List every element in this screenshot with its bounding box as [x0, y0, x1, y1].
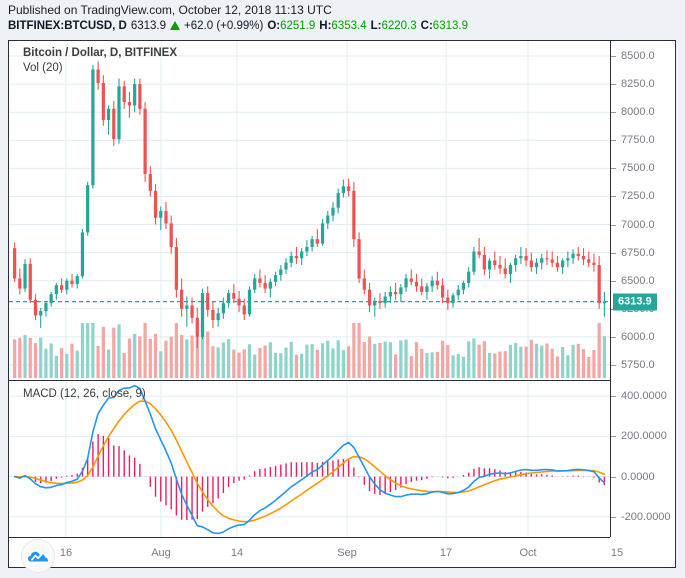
symbol-quote-line: BITFINEX:BTCUSD, D 6313.9 +62.0 (+0.99%) O:…	[8, 20, 468, 32]
price-tick-label: 5750.0	[621, 358, 655, 371]
price-tick-label: 6500.0	[621, 274, 655, 287]
macd-tick-label: 0.0000	[621, 470, 655, 483]
time-tick-label: Oct	[519, 547, 537, 559]
price-tick-label: 7500.0	[621, 162, 655, 175]
macd-tick-label: 200.0000	[621, 430, 667, 443]
price-tick	[611, 140, 616, 142]
price-tick	[611, 112, 616, 114]
price-tick	[611, 224, 616, 226]
price-tick	[611, 364, 616, 366]
close-value: 6313.9	[432, 20, 468, 32]
macd-tick	[611, 516, 616, 518]
price-tick	[611, 336, 616, 338]
last-price: 6313.9	[130, 20, 167, 32]
high-label: H:	[319, 20, 332, 32]
price-tick-label: 8500.0	[621, 50, 655, 63]
price-tick-label: 7000.0	[621, 218, 655, 231]
price-tick-label: 8250.0	[621, 78, 655, 91]
price-tick	[611, 196, 616, 198]
price-tick-label: 7250.0	[621, 190, 655, 203]
time-tick-label: Sep	[337, 547, 357, 559]
macd-bottom-border	[9, 537, 610, 538]
price-tick	[611, 252, 616, 254]
price-tick	[611, 168, 616, 170]
macd-scale[interactable]: 400.0000 200.0000 0.0000 -200.0000	[611, 382, 676, 537]
time-tick-label: Aug	[151, 547, 171, 559]
price-tick	[611, 84, 616, 86]
price-scale[interactable]: 8500.0 8250.0 8000.0 7750.0 7500.0 7250.0 7000…	[611, 41, 676, 380]
open-value: 6251.9	[280, 20, 316, 32]
macd-tick-label: 400.0000	[621, 390, 667, 403]
price-tick-label: 6750.0	[621, 246, 655, 259]
time-tick-label: 16	[59, 547, 73, 559]
symbol-label[interactable]: BITFINEX:BTCUSD, D	[8, 20, 127, 32]
tradingview-logo-icon	[21, 539, 55, 573]
open-label: O:	[267, 20, 281, 32]
time-scale[interactable]: 16 Aug 14 Sep 17 Oct 15	[9, 538, 623, 568]
macd-tick	[611, 436, 616, 438]
price-tick-label: 7750.0	[621, 134, 655, 147]
current-price-badge: 6313.9	[613, 293, 657, 311]
time-tick-label: 17	[439, 547, 453, 559]
price-tick-label: 8000.0	[621, 106, 655, 119]
arrow-up-icon	[170, 21, 181, 30]
price-tick	[611, 280, 616, 282]
low-value: 6220.3	[381, 20, 417, 32]
published-line: Published on TradingView.com, October 12…	[8, 3, 332, 17]
price-canvas[interactable]	[9, 41, 610, 380]
macd-canvas[interactable]	[9, 382, 610, 537]
macd-tick-label: -200.0000	[621, 510, 671, 523]
high-value: 6353.4	[331, 20, 367, 32]
pane-divider	[9, 380, 610, 381]
price-change: +62.0 (+0.99%)	[184, 20, 264, 32]
macd-pane[interactable]	[9, 382, 610, 537]
time-tick-label: 15	[610, 547, 624, 559]
axis-divider	[610, 41, 611, 537]
price-pane[interactable]	[9, 41, 610, 380]
low-label: L:	[370, 20, 382, 32]
price-tick	[611, 56, 616, 58]
price-tick-label: 6000.0	[621, 330, 655, 343]
macd-tick	[611, 396, 616, 398]
time-tick-label: 14	[230, 547, 244, 559]
close-label: C:	[420, 20, 433, 32]
macd-tick	[611, 476, 616, 478]
chart-frame[interactable]: Bitcoin / Dollar, D, BITFINEX Vol (20) M…	[8, 40, 676, 573]
